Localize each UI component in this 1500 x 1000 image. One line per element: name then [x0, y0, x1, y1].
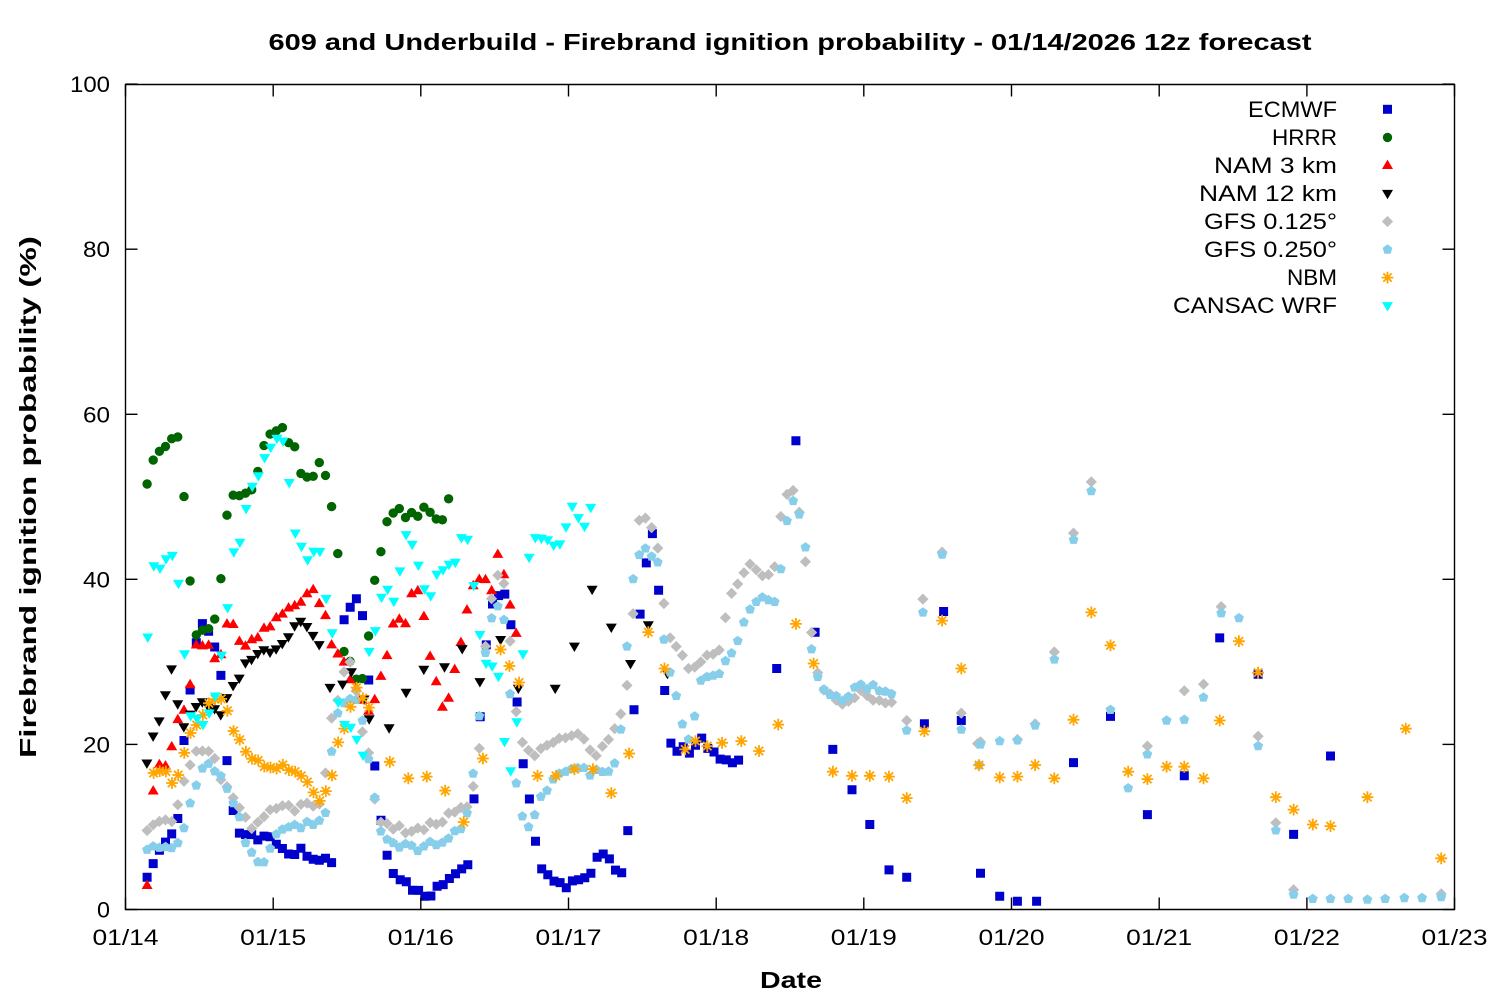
- svg-text:GFS 0.250°: GFS 0.250°: [1204, 237, 1337, 262]
- svg-text:01/23: 01/23: [1422, 925, 1488, 950]
- svg-text:NAM 3 km: NAM 3 km: [1214, 153, 1337, 178]
- svg-text:HRRR: HRRR: [1272, 125, 1337, 150]
- svg-text:60: 60: [83, 402, 110, 427]
- svg-text:NBM: NBM: [1287, 265, 1337, 290]
- svg-text:01/22: 01/22: [1274, 925, 1340, 950]
- svg-text:01/15: 01/15: [240, 925, 306, 950]
- svg-text:CANSAC WRF: CANSAC WRF: [1173, 293, 1337, 318]
- svg-text:01/20: 01/20: [979, 925, 1045, 950]
- svg-text:80: 80: [83, 237, 110, 262]
- svg-text:40: 40: [83, 567, 110, 592]
- svg-text:0: 0: [97, 898, 110, 923]
- svg-text:100: 100: [70, 72, 110, 97]
- svg-text:01/21: 01/21: [1126, 925, 1192, 950]
- svg-text:Date: Date: [760, 967, 822, 993]
- svg-text:01/16: 01/16: [388, 925, 454, 950]
- svg-text:GFS 0.125°: GFS 0.125°: [1204, 209, 1337, 234]
- svg-text:20: 20: [83, 732, 110, 757]
- svg-text:609 and Underbuild - Firebrand: 609 and Underbuild - Firebrand ignition …: [269, 29, 1312, 55]
- svg-text:01/14: 01/14: [93, 925, 159, 950]
- svg-text:01/19: 01/19: [831, 925, 897, 950]
- svg-text:01/17: 01/17: [536, 925, 602, 950]
- svg-text:NAM 12 km: NAM 12 km: [1199, 181, 1337, 206]
- svg-text:ECMWF: ECMWF: [1248, 97, 1337, 122]
- svg-text:01/18: 01/18: [683, 925, 749, 950]
- svg-text:Firebrand ignition probability: Firebrand ignition probability (%): [15, 236, 41, 758]
